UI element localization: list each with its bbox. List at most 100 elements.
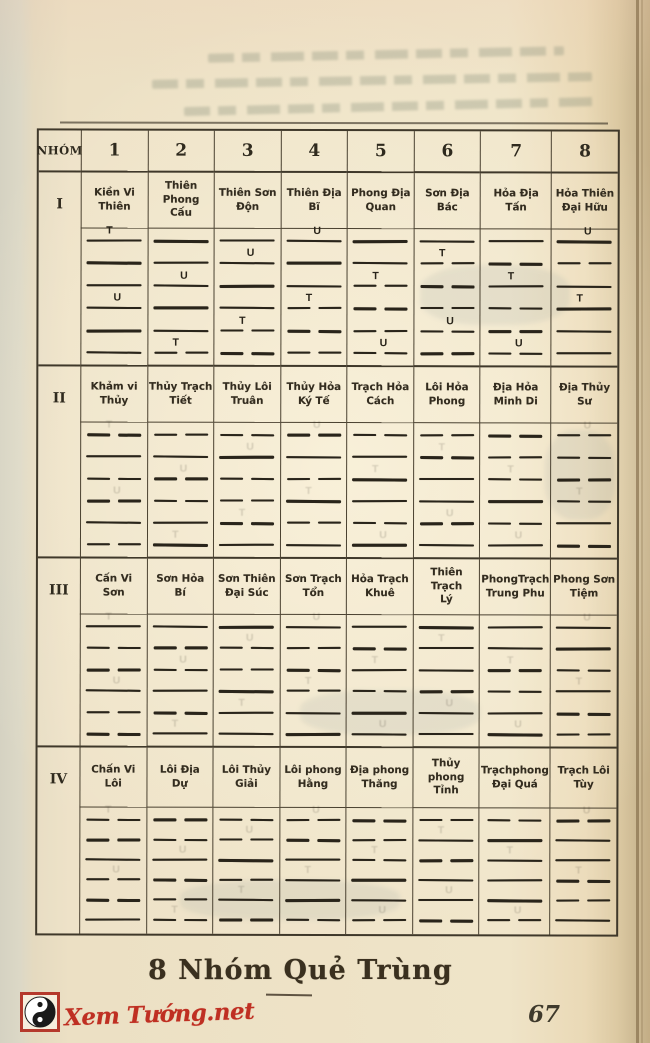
yin-line-bar bbox=[219, 838, 243, 841]
page-number: 67 bbox=[528, 1001, 561, 1028]
hexagram-name-top: Địa Thủy bbox=[558, 381, 611, 394]
hexagram-name-bottom: Trung Phu bbox=[485, 586, 545, 599]
yin-line-bar bbox=[587, 712, 611, 716]
yin-line-bar bbox=[117, 818, 141, 822]
yin-line bbox=[147, 646, 213, 649]
yin-line-bar bbox=[518, 819, 542, 822]
hexagram-name-bottom: Minh Di bbox=[493, 394, 538, 407]
yang-line-bar bbox=[86, 329, 142, 333]
yang-line-bar bbox=[557, 239, 613, 244]
yang-line bbox=[280, 711, 346, 715]
yin-line bbox=[148, 477, 214, 480]
ung-mark: U bbox=[379, 529, 387, 542]
yin-line bbox=[214, 668, 280, 671]
ung-mark: U bbox=[582, 804, 591, 817]
hexagram-name-bottom: Đại Hữu bbox=[561, 200, 608, 214]
hexagram-name-bottom: Đại Súc bbox=[225, 586, 269, 599]
yin-line-bar bbox=[250, 878, 274, 881]
ung-mark: U bbox=[513, 904, 522, 917]
yin-line bbox=[280, 646, 346, 650]
yang-line bbox=[480, 499, 550, 503]
hexagram-name-bottom: Tiệm bbox=[569, 587, 599, 600]
yang-line-bar bbox=[285, 878, 341, 882]
yin-line-bar bbox=[86, 838, 110, 842]
yang-line-bar bbox=[418, 732, 474, 736]
yin-line-bar bbox=[519, 307, 543, 310]
bleed-through-smudge bbox=[420, 265, 570, 325]
hexagram-name-bottom: Thiên bbox=[98, 200, 131, 213]
table-header-cell: 4 bbox=[280, 130, 348, 174]
yin-line-bar bbox=[352, 858, 376, 862]
yin-line bbox=[147, 838, 213, 842]
yin-line-bar bbox=[153, 499, 177, 502]
yin-line bbox=[81, 477, 147, 481]
yang-line-bar bbox=[218, 898, 274, 902]
yang-line-bar bbox=[487, 646, 543, 650]
yin-line-bar bbox=[219, 878, 243, 881]
the-mark: T bbox=[239, 314, 246, 327]
yin-line bbox=[280, 668, 346, 672]
yin-line-bar bbox=[587, 733, 611, 736]
yin-line bbox=[481, 477, 551, 481]
hexagram-name: Thủy phong Tỉnh bbox=[412, 748, 479, 809]
yang-line-bar bbox=[487, 732, 543, 737]
yin-line-bar bbox=[557, 433, 581, 437]
yin-line bbox=[414, 306, 480, 309]
yin-line-bar bbox=[450, 433, 474, 437]
yin-line-bar bbox=[317, 689, 341, 692]
yin-line-bar bbox=[317, 433, 341, 437]
yang-line bbox=[81, 454, 147, 458]
hexagram-name: Trạchphong Đại Quá bbox=[478, 748, 550, 809]
yin-line-bar bbox=[449, 919, 473, 923]
yang-line-bar bbox=[152, 689, 208, 692]
yin-line-bar bbox=[286, 351, 310, 354]
hexagram-name: Địa Hỏa Minh Di bbox=[479, 367, 551, 424]
yang-line-bar bbox=[153, 306, 209, 309]
ung-mark: U bbox=[514, 529, 523, 542]
yang-line-bar bbox=[419, 543, 475, 547]
yang-line-bar bbox=[152, 858, 208, 861]
yin-line-bar bbox=[519, 434, 543, 438]
yang-line-bar bbox=[285, 898, 341, 902]
yin-line bbox=[413, 818, 479, 821]
hexagram-name-top: Thiên Địa bbox=[286, 186, 342, 199]
yin-line bbox=[481, 352, 551, 355]
hexagram-name: Thủy Lôi Truân bbox=[213, 366, 281, 423]
yin-line bbox=[551, 668, 617, 672]
yang-line-bar bbox=[219, 284, 275, 288]
yin-line-bar bbox=[353, 284, 377, 287]
yang-line-bar bbox=[557, 329, 613, 333]
yin-line-bar bbox=[450, 689, 474, 693]
yin-line-bar bbox=[488, 668, 512, 672]
yin-line-bar bbox=[588, 261, 612, 265]
yin-line bbox=[347, 858, 413, 862]
yang-line bbox=[281, 284, 347, 288]
yin-line bbox=[480, 668, 550, 672]
yin-line bbox=[80, 818, 146, 822]
yang-line bbox=[552, 285, 618, 289]
hexagram-name-top: Trạch Hỏa bbox=[351, 380, 410, 393]
hexagram-name: Thiên Sơn Độn bbox=[213, 172, 281, 229]
yang-line-bar bbox=[418, 898, 474, 902]
hexagram-name: Hỏa Thiên Đại Hữu bbox=[551, 173, 618, 230]
yin-line-bar bbox=[317, 306, 341, 310]
yin-line-bar bbox=[183, 838, 207, 842]
yin-line bbox=[481, 329, 551, 333]
yin-line bbox=[346, 918, 412, 922]
page-edge-shadow bbox=[641, 0, 643, 1043]
hexagram-name: Thiên Trạch Lý bbox=[412, 559, 480, 616]
hexagram-name-top: Hỏa Thiên bbox=[555, 187, 615, 200]
page-edge bbox=[636, 0, 639, 1043]
yang-line-bar bbox=[218, 732, 274, 736]
yin-line-bar bbox=[286, 689, 310, 692]
yang-line bbox=[347, 711, 413, 715]
yin-line-bar bbox=[383, 918, 407, 922]
yin-line-bar bbox=[419, 521, 443, 525]
yin-line-bar bbox=[285, 818, 309, 822]
hexagram-name-top: Phong Sơn bbox=[553, 573, 616, 586]
hexagram-name-bottom: Sư bbox=[577, 395, 592, 408]
yang-line bbox=[215, 239, 281, 242]
group-numeral: I bbox=[38, 172, 81, 367]
